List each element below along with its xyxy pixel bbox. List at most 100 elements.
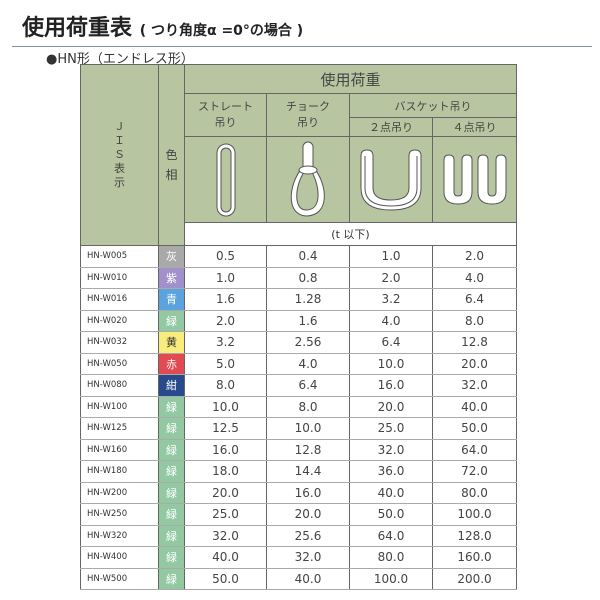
basket-two-point-load: 25.0	[349, 417, 433, 440]
basket-four-point-load: 160.0	[431, 546, 518, 569]
unit-label: (t 以下)	[183, 222, 518, 246]
color-swatch: 緑	[158, 438, 185, 461]
table-row: HN-W500 緑 50.0 40.0 100.0 200.0	[80, 567, 518, 590]
table-row: HN-W180 緑 18.0 14.4 36.0 72.0	[80, 460, 518, 483]
jis-code: HN-W005	[80, 245, 159, 268]
color-swatch: 緑	[158, 503, 185, 526]
jis-code: HN-W010	[80, 266, 159, 289]
color-swatch: 緑	[158, 567, 185, 590]
header-color: 色相	[158, 64, 185, 246]
table-row: HN-W010 紫 1.0 0.8 2.0 4.0	[80, 266, 518, 289]
table-row: HN-W100 緑 10.0 8.0 20.0 40.0	[80, 395, 518, 418]
basket-two-point-load: 40.0	[349, 481, 433, 504]
basket-two-point-load: 2.0	[349, 266, 433, 289]
basket-four-point-load: 2.0	[431, 245, 518, 268]
basket-two-point-illustration	[349, 136, 433, 223]
basket-two-point-load: 50.0	[349, 503, 433, 526]
straight-load: 1.0	[184, 266, 267, 289]
straight-load: 1.6	[184, 288, 267, 311]
basket-four-point-load: 12.8	[431, 331, 518, 354]
header-load: 使用荷重	[183, 64, 518, 94]
color-swatch: 緑	[158, 309, 185, 332]
choke-load: 8.0	[266, 395, 350, 418]
table-row: HN-W400 緑 40.0 32.0 80.0 160.0	[80, 546, 518, 569]
choke-load: 25.6	[266, 524, 350, 547]
choke-load: 1.6	[266, 309, 350, 332]
straight-load: 8.0	[184, 374, 267, 397]
color-swatch: 赤	[158, 352, 185, 375]
table-row: HN-W016 青 1.6 1.28 3.2 6.4	[80, 288, 518, 311]
basket-two-point-load: 4.0	[349, 309, 433, 332]
basket-two-point-load: 80.0	[349, 546, 433, 569]
header-four-point: ４点吊り	[431, 117, 518, 137]
basket-two-point-load: 100.0	[349, 567, 433, 590]
straight-load: 18.0	[184, 460, 267, 483]
straight-load: 10.0	[184, 395, 267, 418]
basket-four-point-illustration	[431, 136, 518, 223]
basket-two-point-load: 3.2	[349, 288, 433, 311]
choke-load: 0.8	[266, 266, 350, 289]
choke-load: 4.0	[266, 352, 350, 375]
choke-load: 10.0	[266, 417, 350, 440]
choke-load: 6.4	[266, 374, 350, 397]
basket-two-point-load: 10.0	[349, 352, 433, 375]
basket-two-point-load: 1.0	[349, 245, 433, 268]
jis-code: HN-W080	[80, 374, 159, 397]
table-row: HN-W125 緑 12.5 10.0 25.0 50.0	[80, 417, 518, 440]
table-row: HN-W320 緑 32.0 25.6 64.0 128.0	[80, 524, 518, 547]
color-swatch: 緑	[158, 417, 185, 440]
choke-load: 20.0	[266, 503, 350, 526]
straight-load: 32.0	[184, 524, 267, 547]
basket-four-point-load: 6.4	[431, 288, 518, 311]
basket-four-point-load: 128.0	[431, 524, 518, 547]
straight-load: 0.5	[184, 245, 267, 268]
choke-load: 32.0	[266, 546, 350, 569]
color-swatch: 緑	[158, 395, 185, 418]
header-jis: ＪＩＳ表示	[80, 64, 159, 246]
color-swatch: 緑	[158, 546, 185, 569]
choke-load: 1.28	[266, 288, 350, 311]
title-main: 使用荷重表	[22, 16, 133, 41]
basket-four-point-load: 4.0	[431, 266, 518, 289]
jis-code: HN-W100	[80, 395, 159, 418]
straight-load: 20.0	[184, 481, 267, 504]
jis-code: HN-W016	[80, 288, 159, 311]
section-heading: ●HN形（エンドレス形）	[46, 52, 194, 67]
choke-load: 16.0	[266, 481, 350, 504]
color-swatch: 緑	[158, 524, 185, 547]
jis-code: HN-W200	[80, 481, 159, 504]
table-row: HN-W032 黄 3.2 2.56 6.4 12.8	[80, 331, 518, 354]
straight-load: 3.2	[184, 331, 267, 354]
choke-load: 0.4	[266, 245, 350, 268]
table-row: HN-W020 緑 2.0 1.6 4.0 8.0	[80, 309, 518, 332]
straight-load: 50.0	[184, 567, 267, 590]
basket-four-point-load: 50.0	[431, 417, 518, 440]
straight-load: 5.0	[184, 352, 267, 375]
table-row: HN-W250 緑 25.0 20.0 50.0 100.0	[80, 503, 518, 526]
jis-code: HN-W500	[80, 567, 159, 590]
jis-code: HN-W020	[80, 309, 159, 332]
jis-code: HN-W180	[80, 460, 159, 483]
basket-four-point-load: 200.0	[431, 567, 518, 590]
color-swatch: 灰	[158, 245, 185, 268]
table-row: HN-W050 赤 5.0 4.0 10.0 20.0	[80, 352, 518, 375]
straight-load: 16.0	[184, 438, 267, 461]
basket-two-point-load: 16.0	[349, 374, 433, 397]
divider	[12, 46, 592, 47]
basket-two-point-load: 20.0	[349, 395, 433, 418]
basket-four-point-load: 8.0	[431, 309, 518, 332]
basket-four-point-load: 32.0	[431, 374, 518, 397]
straight-load: 25.0	[184, 503, 267, 526]
table-row: HN-W005 灰 0.5 0.4 1.0 2.0	[80, 245, 518, 268]
jis-code: HN-W050	[80, 352, 159, 375]
color-swatch: 紫	[158, 266, 185, 289]
basket-two-point-load: 36.0	[349, 460, 433, 483]
load-table: ＪＩＳ表示 色相 使用荷重 ストレート 吊り チョーク 吊り バスケット吊り ２点吊…	[80, 64, 518, 590]
table-row: HN-W160 緑 16.0 12.8 32.0 64.0	[80, 438, 518, 461]
table-row: HN-W080 紺 8.0 6.4 16.0 32.0	[80, 374, 518, 397]
color-swatch: 緑	[158, 460, 185, 483]
page-title: 使用荷重表 ( つり角度α =0°の場合 )	[22, 10, 303, 42]
jis-code: HN-W320	[80, 524, 159, 547]
basket-two-point-load: 64.0	[349, 524, 433, 547]
straight-load: 12.5	[184, 417, 267, 440]
